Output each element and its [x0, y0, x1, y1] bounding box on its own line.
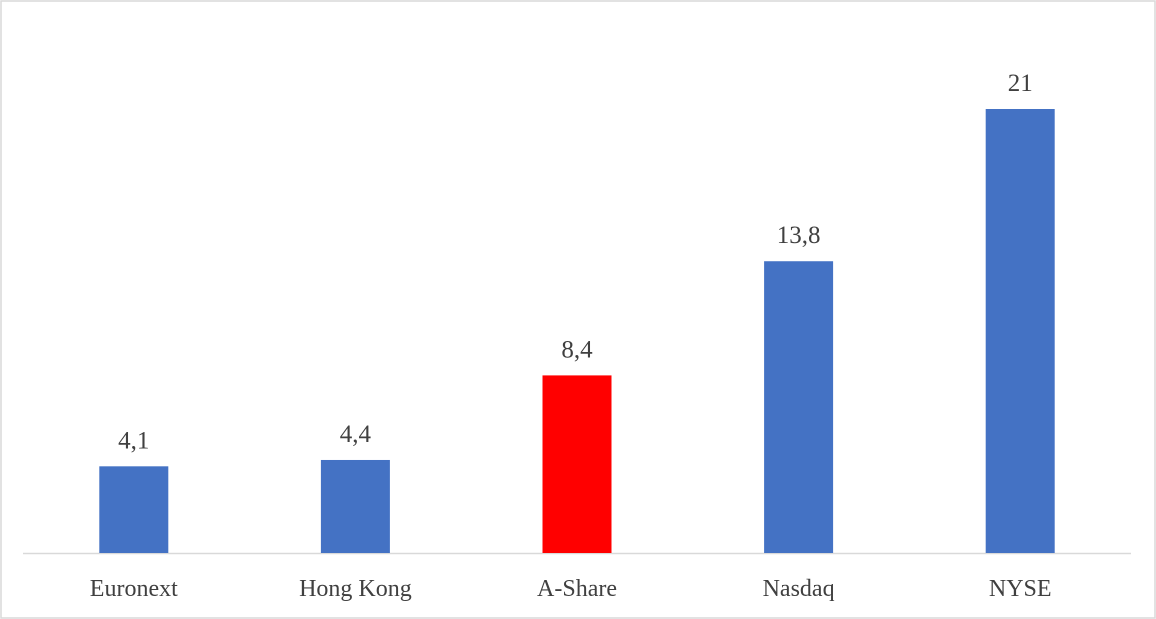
- value-label: 4,1: [118, 427, 149, 454]
- value-label: 13,8: [777, 222, 821, 249]
- value-label: 8,4: [561, 336, 593, 363]
- value-label: 4,4: [340, 421, 372, 448]
- x-tick-label: Euronext: [90, 576, 178, 602]
- value-label: 21: [1008, 70, 1033, 97]
- bar: [542, 375, 612, 553]
- bar: [985, 109, 1055, 553]
- bar: [99, 466, 169, 553]
- x-tick-label: NYSE: [989, 576, 1052, 602]
- bar: [764, 261, 834, 553]
- x-tick-label: Hong Kong: [299, 576, 412, 602]
- x-tick-label: A-Share: [537, 576, 617, 602]
- bar: [320, 459, 390, 553]
- x-tick-label: Nasdaq: [763, 576, 835, 602]
